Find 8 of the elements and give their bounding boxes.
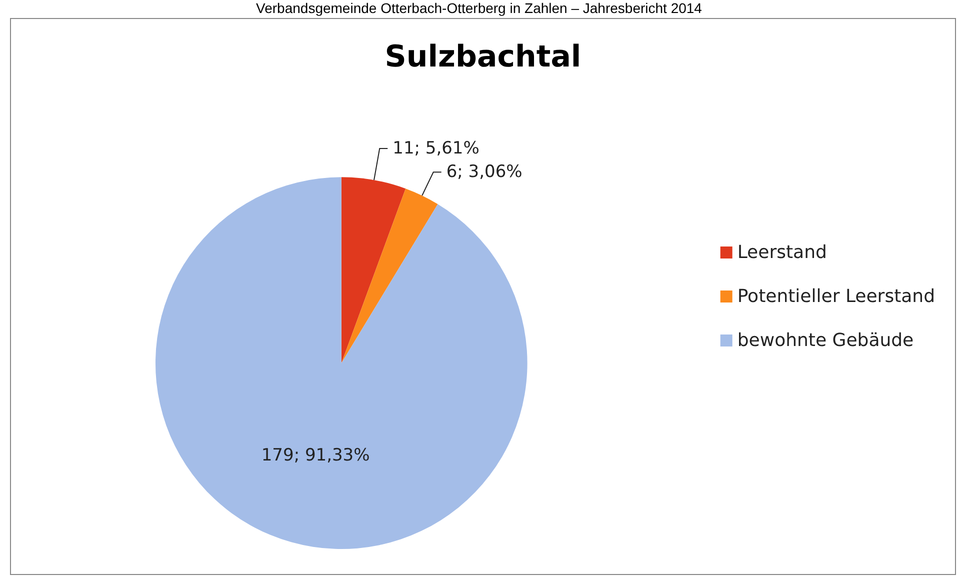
chart-title: Sulzbachtal xyxy=(384,40,582,74)
data-label: 6; 3,06% xyxy=(446,162,522,182)
legend-label: Potentieller Leerstand xyxy=(737,286,936,307)
legend-label: Leerstand xyxy=(737,242,827,263)
text: Verbandsgemeinde Otterbach-Otterberg in Zahlen – Jahresbericht 2014 xyxy=(255,0,703,17)
legend-label: bewohnte Gebäude xyxy=(737,330,914,351)
data-label: 11; 5,61% xyxy=(392,138,480,159)
data-label: 179; 91,33% xyxy=(261,446,370,466)
